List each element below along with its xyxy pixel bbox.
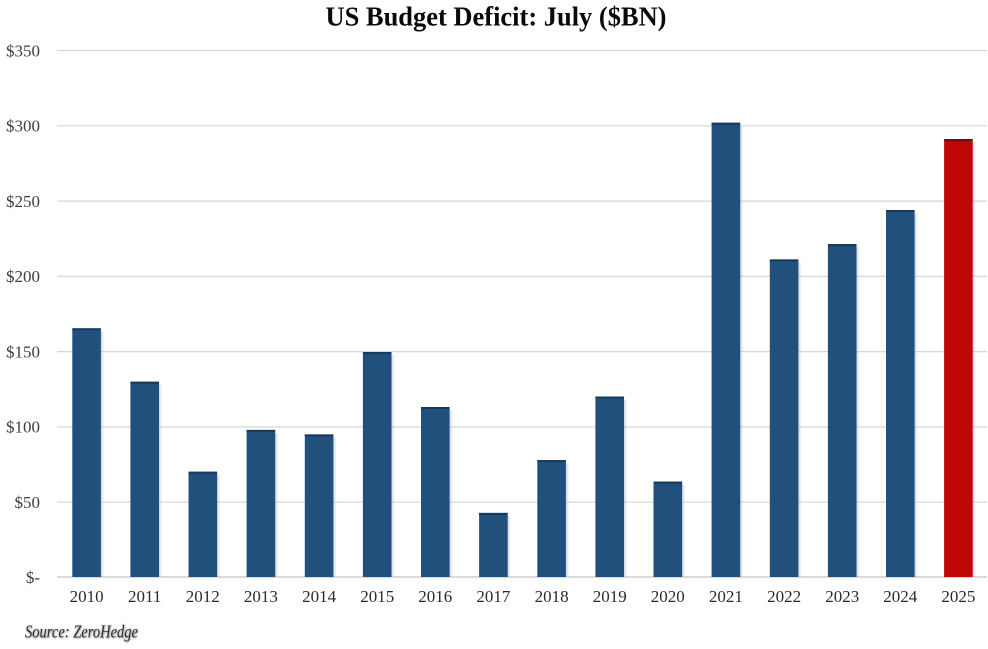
svg-text:2021: 2021 (709, 587, 743, 606)
svg-text:2023: 2023 (825, 587, 859, 606)
svg-text:$350: $350 (6, 41, 40, 60)
svg-text:2012: 2012 (186, 587, 220, 606)
svg-text:2010: 2010 (70, 587, 104, 606)
svg-text:$100: $100 (6, 418, 40, 437)
svg-text:2022: 2022 (767, 587, 801, 606)
svg-text:$50: $50 (15, 493, 41, 512)
svg-text:2024: 2024 (883, 587, 918, 606)
svg-text:2016: 2016 (418, 587, 452, 606)
svg-text:Source: ZeroHedge: Source: ZeroHedge (25, 622, 138, 642)
svg-text:2013: 2013 (244, 587, 278, 606)
svg-text:$250: $250 (6, 192, 40, 211)
svg-text:$-: $- (26, 568, 41, 587)
svg-text:$200: $200 (6, 267, 40, 286)
svg-text:Source: ZeroHedge: Source: ZeroHedge (26, 622, 139, 642)
svg-text:$150: $150 (6, 342, 40, 361)
svg-text:$300: $300 (6, 117, 40, 136)
svg-text:2025: 2025 (941, 587, 975, 606)
svg-text:2020: 2020 (651, 587, 685, 606)
svg-text:US Budget Deficit: July ($BN): US Budget Deficit: July ($BN) (326, 2, 667, 32)
svg-text:2017: 2017 (476, 587, 511, 606)
svg-text:2019: 2019 (593, 587, 627, 606)
svg-text:2018: 2018 (535, 587, 569, 606)
svg-text:2015: 2015 (360, 587, 394, 606)
svg-text:2014: 2014 (302, 587, 337, 606)
svg-text:2011: 2011 (128, 587, 161, 606)
